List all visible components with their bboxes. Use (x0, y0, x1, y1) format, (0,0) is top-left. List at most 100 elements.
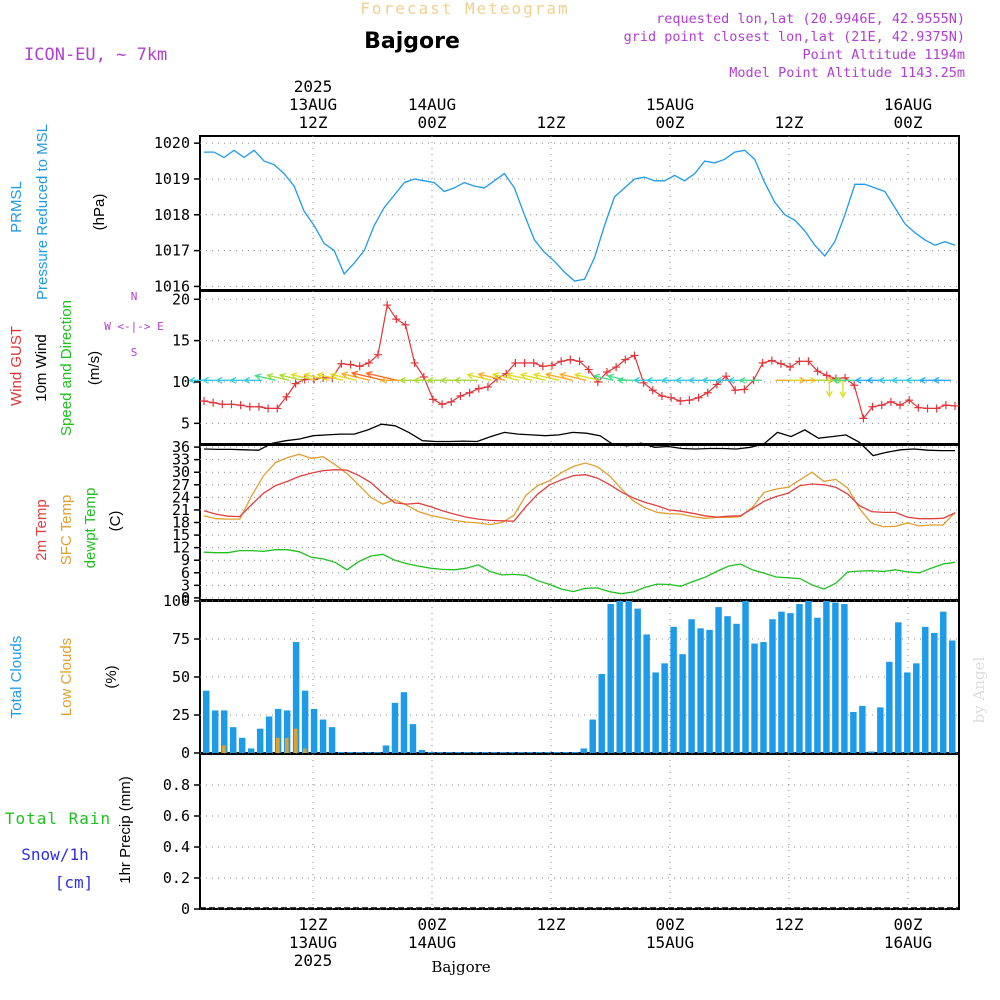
pressure-line (204, 149, 956, 282)
wind-arrow-head (365, 370, 373, 378)
total-cloud-bar (841, 604, 848, 753)
wind-arrow (594, 375, 614, 381)
gust-marker (612, 363, 621, 372)
total-cloud-bar (832, 602, 839, 753)
label-cm: [cm] (55, 873, 94, 892)
total-cloud-bar (706, 629, 713, 753)
total-cloud-bar (544, 752, 552, 753)
wind-arrow (507, 373, 533, 381)
gust-marker (410, 358, 419, 367)
y-tick-label: 33 (172, 451, 190, 469)
gust-marker (767, 356, 776, 365)
gust-marker (273, 404, 282, 413)
total-cloud-bar (229, 727, 237, 753)
wind-arrow-head (839, 391, 847, 399)
label-pct: (%) (103, 665, 120, 688)
total-cloud-bar (697, 628, 704, 753)
y-tick-label: 36 (172, 438, 190, 456)
y-tick-label: 0.4 (163, 838, 190, 856)
time-label-top: 00Z (656, 113, 685, 132)
gust-marker (795, 357, 804, 366)
total-cloud-bar (679, 654, 686, 753)
gust-marker (703, 388, 712, 397)
total-cloud-bar (283, 710, 291, 753)
footer-station: Bajgore (431, 958, 490, 976)
label-wind-gust: Wind GUST (8, 326, 25, 406)
wind-arrow-head (439, 376, 447, 384)
total-cloud-bar (760, 642, 767, 753)
gust-marker (529, 358, 538, 367)
total-cloud-bar (670, 626, 677, 753)
gust-marker (712, 380, 721, 389)
total-cloud-bar (742, 601, 749, 753)
y-tick-label: 0.6 (163, 807, 190, 825)
y-tick-label: 24 (172, 488, 190, 506)
gust-marker (538, 362, 547, 371)
total-cloud-bar (823, 601, 830, 753)
total-cloud-bar (391, 702, 399, 753)
time-label-top: 12Z (299, 113, 328, 132)
series (188, 149, 959, 909)
time-label-bottom: 16AUG (884, 933, 932, 952)
wind-arrow-head (426, 376, 434, 384)
total-cloud-bar (859, 705, 866, 753)
total-cloud-bar (634, 608, 641, 753)
gust-marker (465, 388, 474, 397)
total-cloud-bar (463, 752, 471, 753)
gust-marker (520, 358, 529, 367)
gust-marker (511, 358, 520, 367)
gust-marker (923, 404, 932, 413)
total-cloud-bar (472, 752, 480, 753)
gust-marker (337, 359, 346, 368)
label-dewpt-temp: dewpt Temp (82, 488, 99, 569)
label-prmsl: PRMSL (8, 181, 25, 233)
y-tick-label: 10 (172, 373, 190, 391)
wind-arrow (608, 375, 627, 381)
time-label-top: 14AUG (408, 95, 456, 114)
gust-marker (932, 404, 941, 413)
total-cloud-bar (562, 752, 569, 753)
wind-arrow-head (329, 372, 338, 379)
total-cloud-bar (328, 727, 336, 753)
station-name: Bajgore (364, 29, 460, 54)
y-tick-label: 0.2 (163, 869, 190, 887)
low-cloud-bar (302, 748, 307, 753)
gust-marker (859, 414, 868, 423)
gust-marker (209, 398, 218, 407)
total-cloud-bar (364, 752, 372, 753)
label-ms: (m/s) (86, 351, 103, 385)
total-cloud-bar (418, 749, 426, 753)
total-cloud-bar (238, 737, 246, 753)
gust-marker (621, 355, 630, 364)
wind-arrow-head (865, 376, 873, 384)
total-cloud-bar (877, 707, 884, 753)
wind-arrow-head (412, 376, 420, 384)
time-label-top: 2025 (294, 77, 333, 96)
total-cloud-bar (616, 601, 623, 753)
gust-marker (300, 375, 309, 384)
wind-arrow-head (674, 376, 682, 384)
wind-arrow-head (918, 376, 926, 384)
total-cloud-bar (661, 663, 668, 753)
total-cloud-bar (895, 622, 902, 753)
total-cloud-bar (733, 623, 740, 753)
wind-arrow-head (532, 372, 541, 379)
wind-arrow (255, 375, 276, 381)
gust-marker (667, 393, 676, 402)
gust-marker (245, 402, 254, 411)
wind-arrow-head (573, 372, 582, 380)
time-label-bottom: 13AUG (289, 933, 337, 952)
total-cloud-bar (814, 617, 821, 753)
total-cloud-bar (607, 604, 614, 753)
gust-marker (694, 393, 703, 402)
total-cloud-bar (499, 752, 507, 753)
time-label-bottom: 12Z (537, 915, 566, 934)
wind-arrow-head (453, 376, 461, 384)
wind-arrow-head (832, 376, 840, 384)
wind-arrow-head (854, 376, 862, 384)
gust-marker (602, 368, 611, 377)
wind-arrow-head (727, 376, 735, 384)
wind-arrow-head (491, 372, 500, 379)
